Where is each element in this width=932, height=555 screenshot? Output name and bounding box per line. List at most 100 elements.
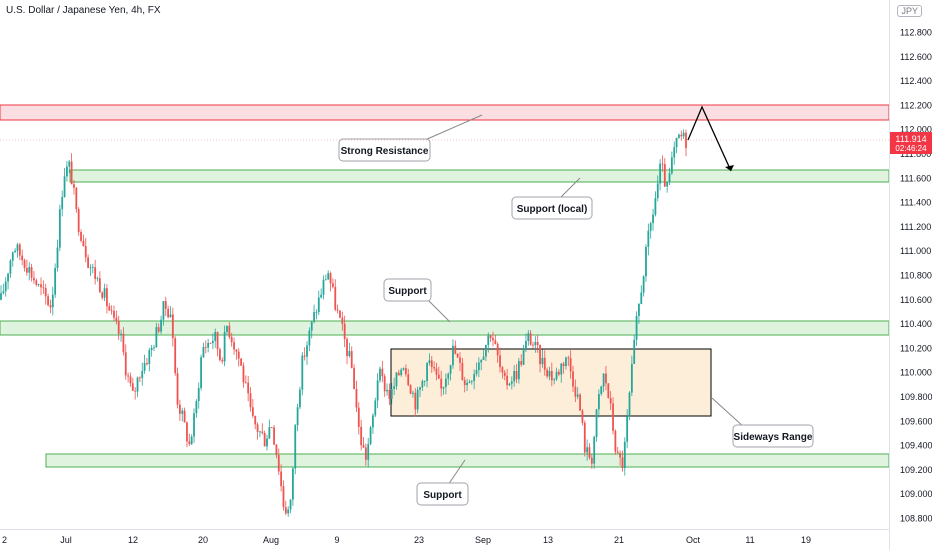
- y-tick-label: 109.600: [900, 416, 932, 426]
- candle-body: [214, 332, 216, 341]
- candle-body: [647, 231, 649, 247]
- candle-body: [148, 350, 150, 364]
- candle-body: [301, 356, 303, 390]
- currency-tag[interactable]: JPY: [897, 5, 922, 17]
- candle-body: [243, 366, 245, 383]
- candle-body: [685, 133, 687, 148]
- candle-body: [113, 311, 115, 318]
- y-tick-label: 110.200: [900, 343, 932, 353]
- candle-body: [186, 422, 188, 441]
- candle-body: [461, 363, 463, 380]
- candle: [301, 352, 303, 395]
- callout-label: Support: [423, 490, 462, 501]
- candle-body: [662, 164, 664, 165]
- candle: [410, 384, 412, 394]
- candle-body: [400, 370, 402, 375]
- candle: [174, 336, 176, 376]
- candle-body: [391, 389, 393, 399]
- candle-body: [494, 340, 496, 344]
- candle-body: [219, 349, 221, 360]
- candle-body: [570, 358, 572, 371]
- candle-body: [217, 332, 219, 349]
- candle-body: [664, 164, 666, 186]
- candle-body: [454, 346, 456, 354]
- candle-body: [35, 280, 37, 285]
- candle-body: [80, 232, 82, 241]
- candle-body: [386, 390, 388, 391]
- candle-body: [85, 246, 87, 257]
- candle-body: [549, 371, 551, 376]
- candle-body: [5, 282, 7, 292]
- y-tick-label: 111.000: [900, 246, 931, 256]
- candle-body: [285, 507, 287, 513]
- candle-body: [153, 347, 155, 348]
- x-tick-label: Oct: [686, 535, 701, 545]
- candle-body: [572, 371, 574, 386]
- candle-body: [240, 359, 242, 366]
- candle-body: [308, 331, 310, 346]
- candle-body: [61, 197, 63, 209]
- candle-body: [553, 379, 555, 380]
- candle-body: [316, 312, 318, 313]
- candle-body: [106, 288, 108, 306]
- candle-body: [374, 400, 376, 415]
- candle-body: [123, 334, 125, 352]
- y-tick-label: 112.800: [900, 28, 932, 38]
- candle-body: [184, 411, 186, 423]
- candle-body: [607, 383, 609, 398]
- candle-body: [676, 138, 678, 147]
- candle-body: [393, 386, 395, 389]
- candle-body: [38, 284, 40, 285]
- candle-body: [231, 337, 233, 342]
- candle-body: [600, 386, 602, 394]
- candle-body: [539, 345, 541, 364]
- x-tick-label: 2: [2, 535, 7, 545]
- x-tick-label: Sep: [475, 535, 491, 545]
- candle-body: [320, 295, 322, 298]
- candle-body: [90, 267, 92, 268]
- candle-body: [497, 344, 499, 355]
- candle: [75, 187, 77, 213]
- candle-body: [492, 338, 494, 340]
- y-tick-label: 112.400: [900, 76, 932, 86]
- candle: [200, 355, 202, 391]
- candle-body: [586, 447, 588, 452]
- candle-body: [203, 347, 205, 357]
- candle-body: [542, 358, 544, 364]
- candle-body: [207, 343, 209, 348]
- candle-body: [358, 408, 360, 427]
- candle-body: [414, 393, 416, 410]
- candle-body: [238, 352, 240, 359]
- candle-body: [485, 345, 487, 356]
- candle-body: [574, 387, 576, 397]
- candle-body: [605, 374, 607, 384]
- candle-body: [654, 198, 656, 215]
- x-tick-label: 19: [801, 535, 811, 545]
- candle-body: [21, 256, 23, 261]
- candle-body: [125, 352, 127, 375]
- candle-body: [377, 381, 379, 401]
- candle-body: [132, 383, 134, 390]
- candle-body: [158, 327, 160, 331]
- candle-body: [325, 279, 327, 280]
- candle-body: [513, 371, 515, 381]
- candle-body: [163, 301, 165, 320]
- callout-label: Sideways Range: [734, 432, 813, 443]
- candle-body: [612, 404, 614, 431]
- candle-body: [516, 371, 518, 379]
- candle-body: [426, 363, 428, 381]
- candle-body: [657, 183, 659, 198]
- candle-body: [12, 252, 14, 260]
- candle-body: [560, 364, 562, 375]
- candle: [370, 426, 372, 445]
- candle-body: [108, 306, 110, 310]
- candle-body: [334, 287, 336, 310]
- candle-body: [410, 385, 412, 394]
- candle-body: [504, 372, 506, 375]
- candle-body: [311, 322, 313, 331]
- candle-body: [64, 176, 66, 197]
- candle-body: [66, 167, 68, 177]
- candle-body: [292, 469, 294, 500]
